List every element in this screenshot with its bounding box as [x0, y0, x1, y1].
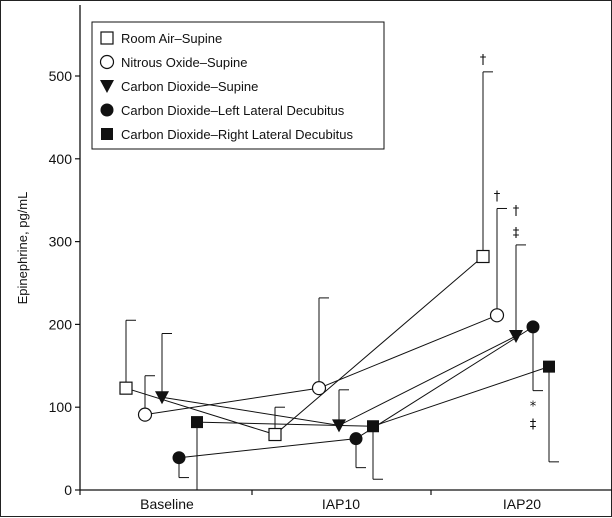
x-tick-label: IAP10: [322, 496, 360, 512]
data-point: [137, 407, 153, 422]
series-line: [144, 314, 498, 416]
legend-marker: [99, 54, 115, 70]
legend-label: Nitrous Oxide–Supine: [121, 55, 247, 70]
legend-marker: [101, 128, 113, 140]
y-tick-label: 100: [49, 399, 73, 415]
significance-marker: †: [513, 204, 520, 219]
data-point: [543, 360, 555, 373]
series-line: [196, 366, 550, 427]
y-tick-label: 0: [64, 482, 72, 498]
data-point: [191, 416, 203, 429]
data-point: [526, 320, 540, 334]
data-point: [172, 451, 186, 465]
legend-label: Room Air–Supine: [121, 31, 222, 46]
y-tick-label: 200: [49, 316, 73, 332]
legend-marker: [100, 80, 114, 93]
x-tick-label: Baseline: [140, 496, 194, 512]
data-point: [268, 427, 282, 442]
significance-marker: *: [530, 400, 537, 415]
legend-box: [91, 21, 385, 150]
data-point: [509, 329, 523, 343]
x-tick-label: IAP20: [503, 496, 541, 512]
legend-marker: [100, 103, 114, 117]
significance-marker: †: [494, 189, 501, 204]
significance-marker: †: [480, 53, 487, 68]
data-point: [155, 391, 169, 405]
series-line: [125, 256, 484, 436]
data-point: [367, 420, 379, 433]
legend-label: Carbon Dioxide–Supine: [121, 79, 258, 94]
data-point: [476, 249, 490, 264]
legend-label: Carbon Dioxide–Left Lateral Decubitus: [121, 103, 345, 118]
y-tick-label: 500: [49, 68, 73, 84]
data-point: [332, 419, 346, 433]
legend-marker: [100, 31, 114, 45]
y-tick-label: 300: [49, 234, 73, 250]
legend-label: Carbon Dioxide–Right Lateral Decubitus: [121, 127, 353, 142]
data-point: [489, 308, 505, 323]
y-axis-title: Epinephrine, pg/mL: [15, 192, 30, 305]
data-point: [349, 432, 363, 446]
data-point: [119, 381, 133, 395]
significance-marker: ‡: [513, 226, 520, 241]
y-tick-label: 400: [49, 151, 73, 167]
data-point: [311, 381, 327, 396]
significance-marker: ‡: [530, 418, 537, 433]
